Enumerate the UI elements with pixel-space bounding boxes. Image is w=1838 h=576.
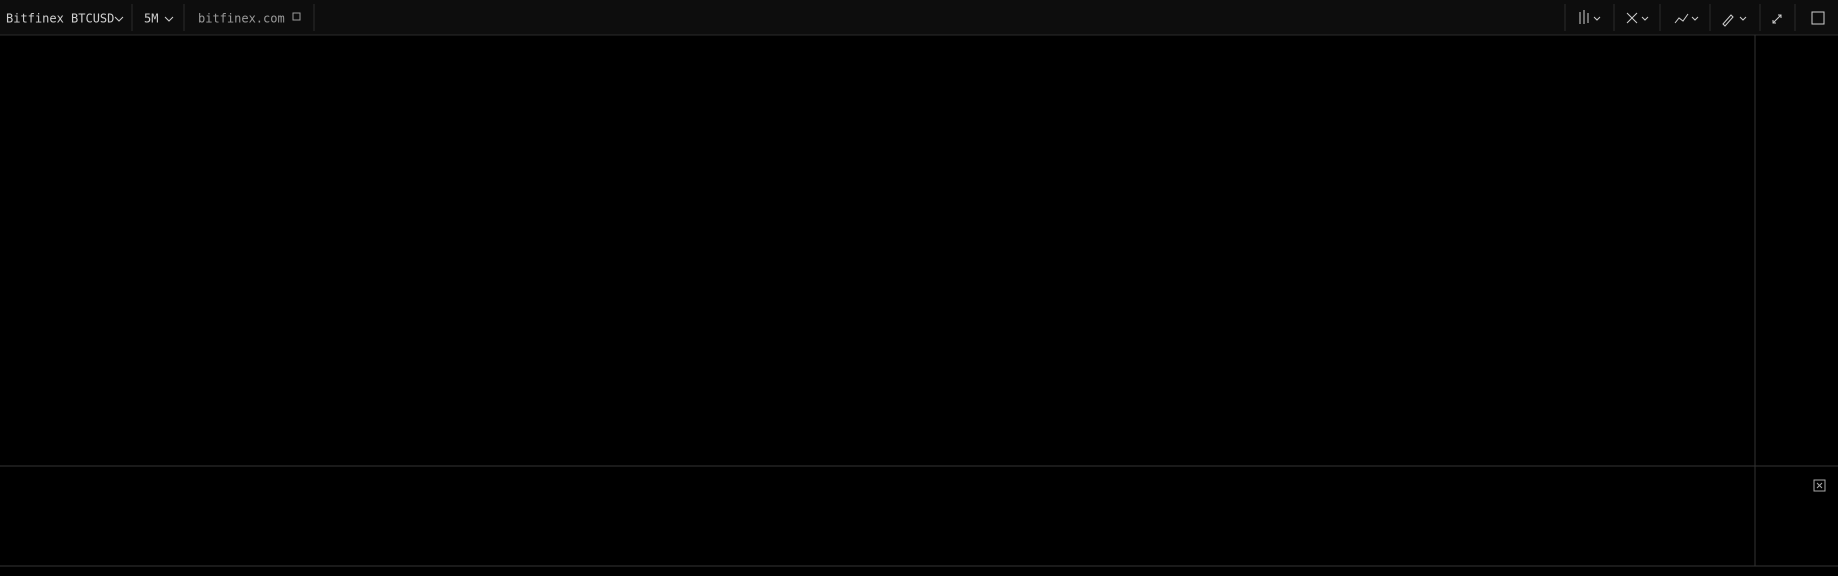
fullscreen-button[interactable] — [1772, 14, 1782, 24]
close-icon — [1816, 482, 1823, 489]
close-pane-button[interactable] — [1813, 479, 1826, 492]
candle-type-button[interactable] — [1579, 10, 1601, 24]
dropdown-arrow — [164, 16, 174, 22]
compare-button[interactable] — [1674, 13, 1699, 24]
external-icon — [292, 12, 301, 21]
draw-button[interactable] — [1722, 14, 1747, 27]
dropdown-arrow — [114, 16, 124, 22]
settings-button[interactable] — [1811, 11, 1825, 25]
indicators-button[interactable] — [1626, 12, 1649, 24]
toolbar-buttons — [1564, 4, 1825, 31]
toolbar — [0, 0, 1838, 35]
interval-selector[interactable]: 5M — [144, 12, 158, 26]
symbol-selector[interactable]: Bitfinex BTCUSD — [6, 12, 114, 26]
site-link[interactable]: bitfinex.com — [198, 12, 285, 26]
